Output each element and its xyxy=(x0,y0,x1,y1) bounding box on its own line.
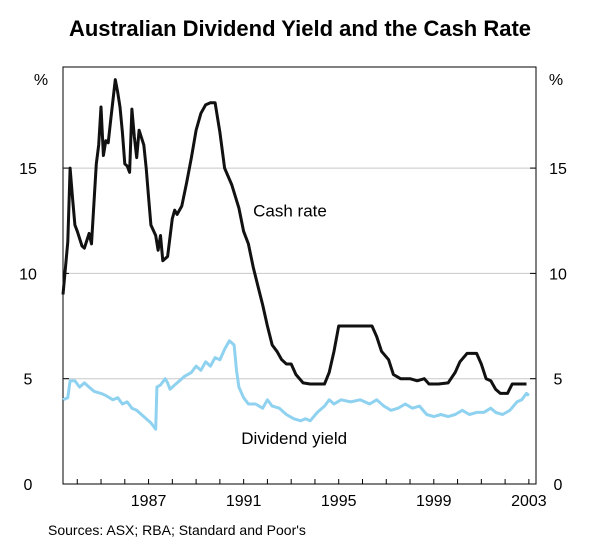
y-tick-label-left: 10 xyxy=(19,266,37,283)
y-axis-ticks: 0 0 5 5 10 10 15 15 xyxy=(19,161,567,494)
x-tick-label: 1999 xyxy=(416,493,452,510)
series-label-dividend-yield: Dividend yield xyxy=(241,429,347,448)
series-line-dividend-yield xyxy=(62,339,530,431)
x-tick-label: 1995 xyxy=(321,493,357,510)
y-tick-label-left: 5 xyxy=(24,372,33,389)
y-unit-left: % xyxy=(34,72,48,89)
series-label-cash-rate: Cash rate xyxy=(253,202,327,221)
y-tick-label-left: 15 xyxy=(19,161,37,178)
y-tick-label-left: 0 xyxy=(24,477,33,494)
x-tick-label: 2003 xyxy=(511,493,547,510)
y-tick-label-right: 0 xyxy=(554,477,563,494)
y-tick-label-right: 15 xyxy=(549,161,567,178)
grid-lines xyxy=(63,167,536,380)
series-labels: Cash rate Dividend yield xyxy=(241,202,347,448)
plot-frame xyxy=(62,66,537,485)
x-tick-label: 1991 xyxy=(226,493,262,510)
series-lines xyxy=(61,78,530,431)
y-unit-right: % xyxy=(549,72,563,89)
y-tick-label-right: 5 xyxy=(554,372,563,389)
series-line-cash-rate xyxy=(61,78,527,395)
source-note: Sources: ASX; RBA; Standard and Poor's xyxy=(48,522,306,538)
y-tick-label-right: 10 xyxy=(549,266,567,283)
x-tick-label: 1987 xyxy=(131,493,167,510)
chart-title: Australian Dividend Yield and the Cash R… xyxy=(68,16,532,41)
x-axis-ticks: 1987 1991 1995 1999 2003 xyxy=(76,479,547,510)
